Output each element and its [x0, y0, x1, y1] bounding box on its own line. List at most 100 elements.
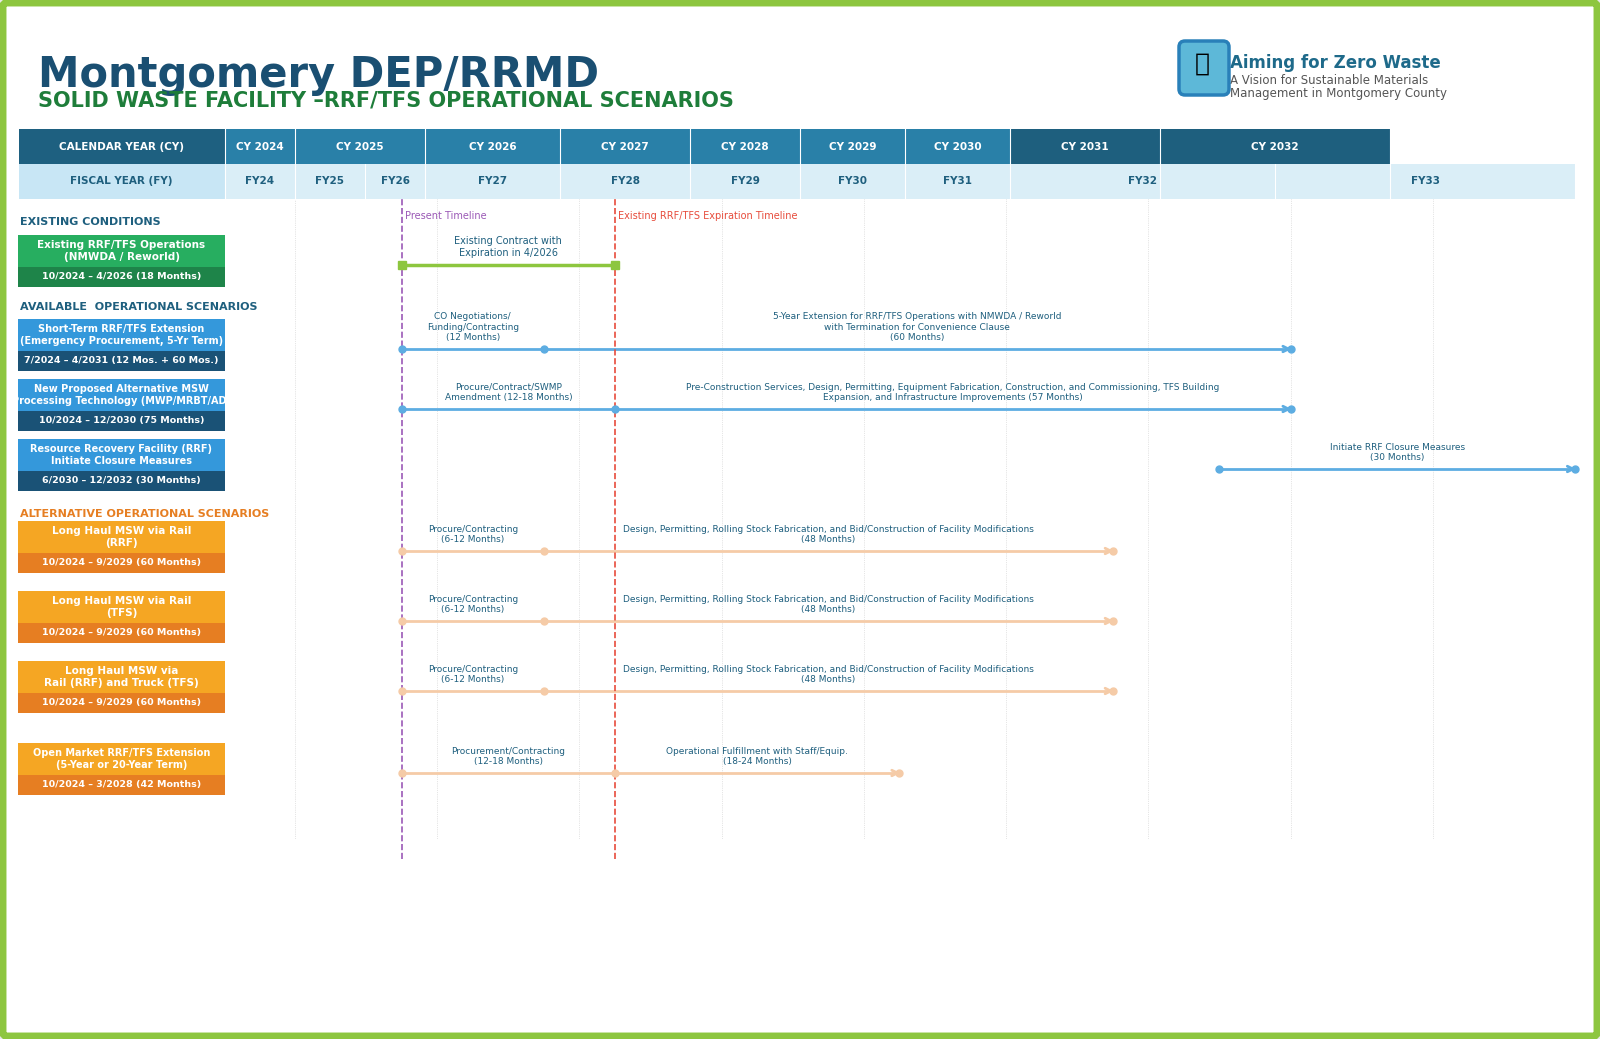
Bar [18, 471, 226, 491]
Bar [19, 129, 224, 164]
Bar [560, 129, 690, 164]
Text: CY 2024: CY 2024 [237, 141, 283, 152]
Bar [906, 129, 1010, 164]
Text: FY26: FY26 [381, 177, 410, 186]
Text: Present Timeline: Present Timeline [405, 211, 486, 221]
Bar [296, 129, 424, 164]
Bar [18, 661, 226, 693]
Bar [18, 553, 226, 572]
Text: FY32: FY32 [1128, 177, 1157, 186]
Text: Procure/Contracting
(6-12 Months): Procure/Contracting (6-12 Months) [427, 525, 518, 544]
Text: 10/2024 – 9/2029 (60 Months): 10/2024 – 9/2029 (60 Months) [42, 629, 202, 638]
Bar [1011, 129, 1160, 164]
Text: Design, Permitting, Rolling Stock Fabrication, and Bid/Construction of Facility : Design, Permitting, Rolling Stock Fabric… [622, 665, 1034, 684]
Bar [18, 775, 226, 795]
Bar [296, 164, 365, 199]
Text: Procurement/Contracting
(12-18 Months): Procurement/Contracting (12-18 Months) [451, 747, 565, 766]
Bar [19, 164, 224, 199]
Text: Long Haul MSW via Rail
(RRF): Long Haul MSW via Rail (RRF) [51, 526, 190, 549]
Text: FY27: FY27 [478, 177, 507, 186]
Bar [1275, 164, 1574, 199]
Text: 10/2024 – 9/2029 (60 Months): 10/2024 – 9/2029 (60 Months) [42, 559, 202, 567]
Bar [426, 164, 560, 199]
Text: 10/2024 – 12/2030 (75 Months): 10/2024 – 12/2030 (75 Months) [38, 417, 205, 426]
Text: CY 2026: CY 2026 [469, 141, 517, 152]
Text: CY 2025: CY 2025 [336, 141, 384, 152]
Bar [691, 129, 800, 164]
Text: CALENDAR YEAR (CY): CALENDAR YEAR (CY) [59, 141, 184, 152]
FancyBboxPatch shape [1179, 41, 1229, 95]
FancyBboxPatch shape [3, 3, 1597, 1036]
Text: CY 2030: CY 2030 [934, 141, 981, 152]
Text: 🌿: 🌿 [1195, 52, 1210, 76]
Text: FY25: FY25 [315, 177, 344, 186]
Text: CY 2031: CY 2031 [1061, 141, 1109, 152]
Bar [18, 267, 226, 287]
Text: Procure/Contracting
(6-12 Months): Procure/Contracting (6-12 Months) [427, 594, 518, 614]
Bar [226, 129, 294, 164]
Text: SOLID WASTE FACILITY –RRF/TFS OPERATIONAL SCENARIOS: SOLID WASTE FACILITY –RRF/TFS OPERATIONA… [38, 91, 734, 111]
Text: Resource Recovery Facility (RRF)
Initiate Closure Measures: Resource Recovery Facility (RRF) Initiat… [30, 444, 213, 467]
Text: Existing RRF/TFS Operations
(NMWDA / Reworld): Existing RRF/TFS Operations (NMWDA / Rew… [37, 240, 205, 262]
Text: FY31: FY31 [942, 177, 973, 186]
Bar [18, 743, 226, 775]
Bar [800, 164, 904, 199]
Text: 10/2024 – 4/2026 (18 Months): 10/2024 – 4/2026 (18 Months) [42, 272, 202, 282]
Bar [18, 319, 226, 351]
Bar [906, 164, 1010, 199]
Text: CO Negotiations/
Funding/Contracting
(12 Months): CO Negotiations/ Funding/Contracting (12… [427, 312, 518, 342]
Text: FY30: FY30 [838, 177, 867, 186]
Text: CY 2028: CY 2028 [722, 141, 770, 152]
Text: Operational Fulfillment with Staff/Equip.
(18-24 Months): Operational Fulfillment with Staff/Equip… [666, 747, 848, 766]
Bar [560, 164, 690, 199]
Text: Long Haul MSW via Rail
(TFS): Long Haul MSW via Rail (TFS) [51, 595, 190, 618]
Text: Aiming for Zero Waste: Aiming for Zero Waste [1230, 54, 1440, 72]
Text: Existing RRF/TFS Expiration Timeline: Existing RRF/TFS Expiration Timeline [618, 211, 797, 221]
Text: CY 2032: CY 2032 [1251, 141, 1299, 152]
Text: FY24: FY24 [245, 177, 275, 186]
Text: Short-Term RRF/TFS Extension
(Emergency Procurement, 5-Yr Term): Short-Term RRF/TFS Extension (Emergency … [19, 324, 222, 346]
Text: 10/2024 – 3/2028 (42 Months): 10/2024 – 3/2028 (42 Months) [42, 780, 202, 790]
Bar [18, 439, 226, 471]
Bar [18, 693, 226, 713]
Text: Management in Montgomery County: Management in Montgomery County [1230, 87, 1446, 100]
Text: AVAILABLE  OPERATIONAL SCENARIOS: AVAILABLE OPERATIONAL SCENARIOS [19, 302, 258, 312]
Text: FY33: FY33 [1411, 177, 1440, 186]
Text: Procure/Contracting
(6-12 Months): Procure/Contracting (6-12 Months) [427, 665, 518, 684]
Bar [1011, 164, 1275, 199]
Bar [426, 129, 560, 164]
Text: 7/2024 – 4/2031 (12 Mos. + 60 Mos.): 7/2024 – 4/2031 (12 Mos. + 60 Mos.) [24, 356, 219, 366]
Bar [226, 164, 294, 199]
Text: Initiate RRF Closure Measures
(30 Months): Initiate RRF Closure Measures (30 Months… [1330, 443, 1464, 462]
Bar [365, 164, 424, 199]
Text: Pre-Construction Services, Design, Permitting, Equipment Fabrication, Constructi: Pre-Construction Services, Design, Permi… [686, 382, 1219, 402]
Bar [18, 235, 226, 267]
Text: Design, Permitting, Rolling Stock Fabrication, and Bid/Construction of Facility : Design, Permitting, Rolling Stock Fabric… [622, 594, 1034, 614]
Text: FY28: FY28 [611, 177, 640, 186]
Bar [18, 351, 226, 371]
Text: 5-Year Extension for RRF/TFS Operations with NMWDA / Reworld
with Termination fo: 5-Year Extension for RRF/TFS Operations … [773, 312, 1061, 342]
Text: Procure/Contract/SWMP
Amendment (12-18 Months): Procure/Contract/SWMP Amendment (12-18 M… [445, 382, 573, 402]
Bar [18, 623, 226, 643]
Text: CY 2027: CY 2027 [602, 141, 650, 152]
Text: 6/2030 – 12/2032 (30 Months): 6/2030 – 12/2032 (30 Months) [42, 477, 202, 485]
Text: ALTERNATIVE OPERATIONAL SCENARIOS: ALTERNATIVE OPERATIONAL SCENARIOS [19, 509, 269, 520]
Text: Design, Permitting, Rolling Stock Fabrication, and Bid/Construction of Facility : Design, Permitting, Rolling Stock Fabric… [622, 525, 1034, 544]
Text: Montgomery DEP/RRMD: Montgomery DEP/RRMD [38, 54, 598, 96]
Text: FISCAL YEAR (FY): FISCAL YEAR (FY) [70, 177, 173, 186]
Bar [18, 411, 226, 431]
Text: Existing Contract with
Expiration in 4/2026: Existing Contract with Expiration in 4/2… [454, 237, 562, 258]
Text: A Vision for Sustainable Materials: A Vision for Sustainable Materials [1230, 74, 1429, 87]
Text: Long Haul MSW via
Rail (RRF) and Truck (TFS): Long Haul MSW via Rail (RRF) and Truck (… [45, 666, 198, 688]
Text: FY29: FY29 [731, 177, 760, 186]
Text: 10/2024 – 9/2029 (60 Months): 10/2024 – 9/2029 (60 Months) [42, 698, 202, 708]
Bar [18, 591, 226, 623]
Bar [18, 521, 226, 553]
Text: CY 2029: CY 2029 [829, 141, 877, 152]
Bar [18, 379, 226, 411]
Text: New Proposed Alternative MSW
Processing Technology (MWP/MRBT/AD): New Proposed Alternative MSW Processing … [13, 383, 230, 406]
Bar [800, 129, 904, 164]
Bar [1160, 129, 1389, 164]
Text: Open Market RRF/TFS Extension
(5-Year or 20-Year Term): Open Market RRF/TFS Extension (5-Year or… [34, 748, 210, 770]
Text: EXISTING CONDITIONS: EXISTING CONDITIONS [19, 217, 160, 227]
